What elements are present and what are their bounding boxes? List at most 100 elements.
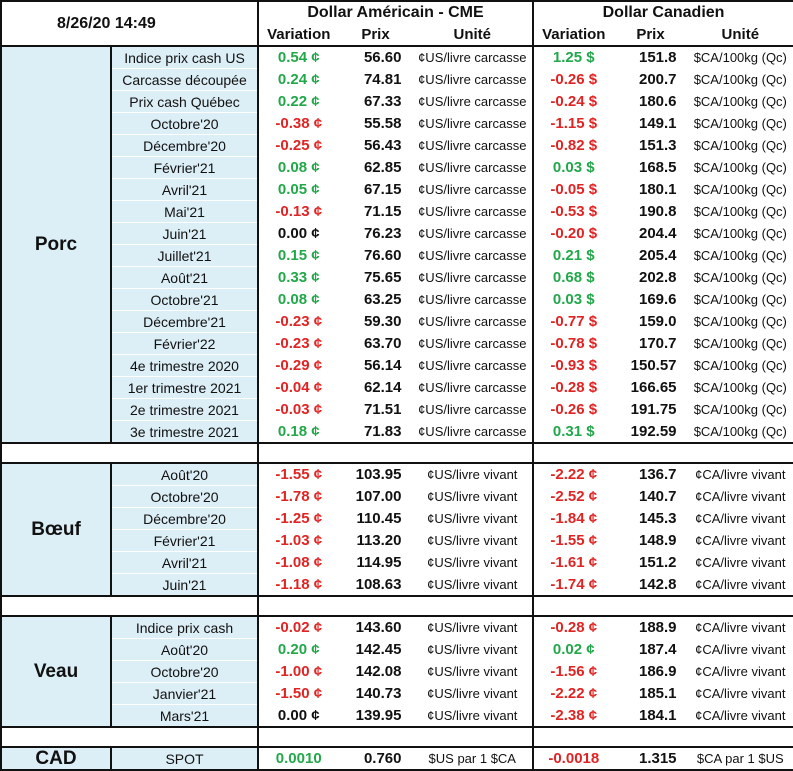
us-variation: 0.08 ¢ — [257, 156, 340, 179]
table-row: Mai'21 -0.13 ¢ 71.15 ¢US/livre carcasse -0.5… — [1, 200, 793, 223]
table-row: Octobre'21 0.08 ¢ 63.25 ¢US/livre carcasse 0… — [1, 288, 793, 311]
section-label-cad: CAD — [0, 746, 112, 771]
ca-variation: -0.77 $ — [532, 310, 615, 333]
table-row: Janvier'21 -1.50 ¢ 140.73 ¢US/livre vivant -… — [1, 682, 793, 705]
us-variation: -1.50 ¢ — [257, 682, 340, 705]
ca-price: 145.3 — [613, 507, 688, 530]
section-label-veau: Veau — [0, 615, 112, 728]
ca-price: 151.2 — [613, 551, 688, 574]
us-price: 59.30 — [338, 310, 413, 333]
spacer-cell — [257, 727, 339, 747]
ca-unit: ¢CA/livre vivant — [686, 660, 793, 683]
ca-variation: 1.25 $ — [532, 45, 615, 69]
ca-variation: -0.26 $ — [532, 398, 615, 421]
us-unit: ¢US/livre carcasse — [411, 222, 534, 245]
us-price: 56.14 — [338, 354, 413, 377]
ca-unit: $CA/100kg (Qc) — [686, 266, 793, 289]
ca-variation: 0.21 $ — [532, 244, 615, 267]
table-row: Prix cash Québec 0.22 ¢ 67.33 ¢US/livre car… — [1, 90, 793, 113]
ca-unit: $CA/100kg (Qc) — [686, 288, 793, 311]
spacer-cell — [614, 443, 687, 463]
us-unit: ¢US/livre carcasse — [411, 288, 534, 311]
spacer-cell — [111, 596, 258, 616]
us-price: 139.95 — [338, 704, 413, 728]
row-label: 1er trimestre 2021 — [110, 376, 259, 399]
us-variation: -1.03 ¢ — [257, 529, 340, 552]
us-price: 113.20 — [338, 529, 413, 552]
us-dollar-group-header: Dollar Américain - CME — [257, 0, 534, 24]
us-variation: -0.38 ¢ — [257, 112, 340, 135]
us-unit: ¢US/livre carcasse — [411, 310, 534, 333]
row-label: Juillet'21 — [110, 244, 259, 267]
us-price: 0.760 — [338, 746, 413, 771]
ca-variation: -0.28 ¢ — [532, 615, 615, 639]
section-label-porc: Porc — [0, 45, 112, 444]
table-row: Avril'21 -1.08 ¢ 114.95 ¢US/livre vivant -1.… — [1, 551, 793, 574]
us-unit: ¢US/livre carcasse — [411, 90, 534, 113]
table-row: Février'21 0.08 ¢ 62.85 ¢US/livre carcasse 0… — [1, 156, 793, 179]
us-unit: ¢US/livre vivant — [411, 682, 534, 705]
us-unit: ¢US/livre vivant — [411, 507, 534, 530]
us-variation: -1.00 ¢ — [257, 660, 340, 683]
us-price: 67.15 — [338, 178, 413, 201]
us-variation: 0.00 ¢ — [257, 222, 340, 245]
section-spacer — [0, 443, 793, 463]
table-row: Décembre'20 -0.25 ¢ 56.43 ¢US/livre carcass… — [1, 134, 793, 157]
ca-variation: -0.20 $ — [532, 222, 615, 245]
us-variation: 0.00 ¢ — [257, 704, 340, 728]
us-variation: 0.20 ¢ — [257, 638, 340, 661]
table-row: Octobre'20 -0.38 ¢ 55.58 ¢US/livre carcasse… — [1, 112, 793, 135]
us-price: 71.51 — [338, 398, 413, 421]
row-label: Indice prix cash — [110, 615, 259, 639]
spacer-cell — [412, 596, 533, 616]
ca-variation: -0.05 $ — [532, 178, 615, 201]
ca-price: 151.3 — [613, 134, 688, 157]
spacer-cell — [257, 596, 339, 616]
spacer-cell — [339, 727, 412, 747]
ca-unit: $CA/100kg (Qc) — [686, 112, 793, 135]
row-label: Août'20 — [110, 638, 259, 661]
ca-unit: ¢CA/livre vivant — [686, 485, 793, 508]
us-variation: -1.08 ¢ — [257, 551, 340, 574]
us-price: 62.85 — [338, 156, 413, 179]
ca-unit: ¢CA/livre vivant — [686, 462, 793, 486]
report-timestamp: 8/26/20 14:49 — [0, 0, 259, 47]
ca-price: 188.9 — [613, 615, 688, 639]
us-variation: -1.78 ¢ — [257, 485, 340, 508]
table-row: Février'21 -1.03 ¢ 113.20 ¢US/livre vivant -… — [1, 529, 793, 552]
spacer-cell — [532, 727, 615, 747]
ca-price: 170.7 — [613, 332, 688, 355]
row-label: Octobre'20 — [110, 485, 259, 508]
ca-unit: ¢CA/livre vivant — [686, 682, 793, 705]
spacer-cell — [614, 596, 687, 616]
row-label: 4e trimestre 2020 — [110, 354, 259, 377]
ca-price: 191.75 — [613, 398, 688, 421]
ca-variation: -2.52 ¢ — [532, 485, 615, 508]
us-unit: ¢US/livre vivant — [411, 615, 534, 639]
us-variation: -0.04 ¢ — [257, 376, 340, 399]
ca-price: 202.8 — [613, 266, 688, 289]
row-label: Février'21 — [110, 529, 259, 552]
ca-price: 180.1 — [613, 178, 688, 201]
table-row: 1er trimestre 2021 -0.04 ¢ 62.14 ¢US/livre … — [1, 376, 793, 399]
ca-unit: $CA/100kg (Qc) — [686, 134, 793, 157]
us-unit: ¢US/livre carcasse — [411, 398, 534, 421]
ca-variation: 0.03 $ — [532, 156, 615, 179]
spacer-cell — [412, 727, 533, 747]
spacer-cell — [687, 727, 793, 747]
us-price: 108.63 — [338, 573, 413, 597]
us-price: 55.58 — [338, 112, 413, 135]
us-price: 142.08 — [338, 660, 413, 683]
ca-variation: -0.82 $ — [532, 134, 615, 157]
spacer-cell — [687, 596, 793, 616]
ca-variation: -0.53 $ — [532, 200, 615, 223]
us-unit: ¢US/livre carcasse — [411, 45, 534, 69]
us-unit: ¢US/livre vivant — [411, 660, 534, 683]
row-label: Décembre'20 — [110, 507, 259, 530]
us-unit-header: Unité — [411, 23, 534, 47]
us-unit: ¢US/livre vivant — [411, 529, 534, 552]
us-unit: ¢US/livre carcasse — [411, 420, 534, 444]
ca-price: 149.1 — [613, 112, 688, 135]
spacer-cell — [111, 443, 258, 463]
ca-unit: $CA/100kg (Qc) — [686, 310, 793, 333]
